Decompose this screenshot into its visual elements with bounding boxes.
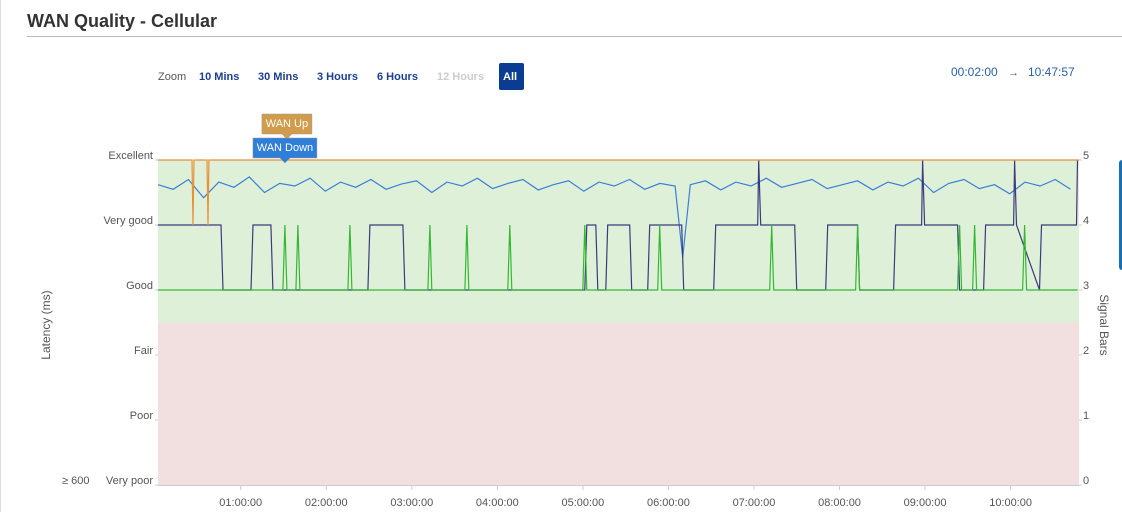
zoom-label: Zoom	[158, 71, 186, 83]
x-tick-label: 06:00:00	[647, 497, 690, 509]
x-tick-label: 02:00:00	[305, 497, 348, 509]
zoom-button[interactable]: All	[503, 71, 517, 83]
y2-tick-label: 4	[1083, 215, 1089, 227]
y-tick-label: Excellent	[108, 150, 153, 162]
y-tick-label: Poor	[130, 410, 154, 422]
y2-tick-label: 2	[1083, 345, 1089, 357]
x-tick-label: 05:00:00	[561, 497, 604, 509]
y2-tick-label: 5	[1083, 150, 1089, 162]
series-line	[158, 224, 1078, 291]
y-axis-title: Latency (ms)	[39, 290, 53, 359]
x-tick-label: 04:00:00	[476, 497, 519, 509]
x-tick-label: 03:00:00	[390, 497, 433, 509]
y-tick-label: Very good	[103, 215, 153, 227]
y-tick-label: Very poor	[106, 475, 153, 487]
series-line	[158, 159, 1079, 226]
flag[interactable]	[261, 113, 313, 140]
x-tick-label: 07:00:00	[733, 497, 776, 509]
y2-axis-title: Signal Bars	[1097, 294, 1111, 355]
flag-label[interactable]: WAN Up	[266, 118, 308, 130]
flag[interactable]	[252, 137, 318, 164]
x-tick-label: 10:00:00	[989, 497, 1032, 509]
zoom-button-bg[interactable]	[499, 63, 524, 90]
x-tick-label: 08:00:00	[818, 497, 861, 509]
flag-label[interactable]: WAN Down	[257, 142, 313, 154]
plot-band	[158, 322, 1079, 485]
y2-tick-label: 1	[1083, 410, 1089, 422]
zoom-button[interactable]: 12 Hours	[437, 71, 484, 83]
series-line	[157, 176, 1071, 258]
y-tick-label: Good	[126, 280, 153, 292]
floor-label: ≥ 600	[62, 475, 89, 487]
range-arrow: →	[1008, 67, 1019, 79]
scroll-handle[interactable]	[1119, 160, 1122, 270]
y2-tick-label: 0	[1083, 475, 1089, 487]
x-tick-label: 01:00:00	[219, 497, 262, 509]
x-tick-label: 09:00:00	[904, 497, 947, 509]
range-end[interactable]: 10:47:57	[1028, 65, 1075, 79]
zoom-button[interactable]: 10 Mins	[199, 71, 239, 83]
y-tick-label: Fair	[134, 345, 153, 357]
plot-band	[158, 160, 1079, 323]
zoom-button[interactable]: 30 Mins	[258, 71, 298, 83]
zoom-button[interactable]: 3 Hours	[317, 71, 358, 83]
y2-tick-label: 3	[1083, 280, 1089, 292]
zoom-button[interactable]: 6 Hours	[377, 71, 418, 83]
panel-title: WAN Quality - Cellular	[27, 11, 217, 31]
range-start[interactable]: 00:02:00	[951, 65, 998, 79]
